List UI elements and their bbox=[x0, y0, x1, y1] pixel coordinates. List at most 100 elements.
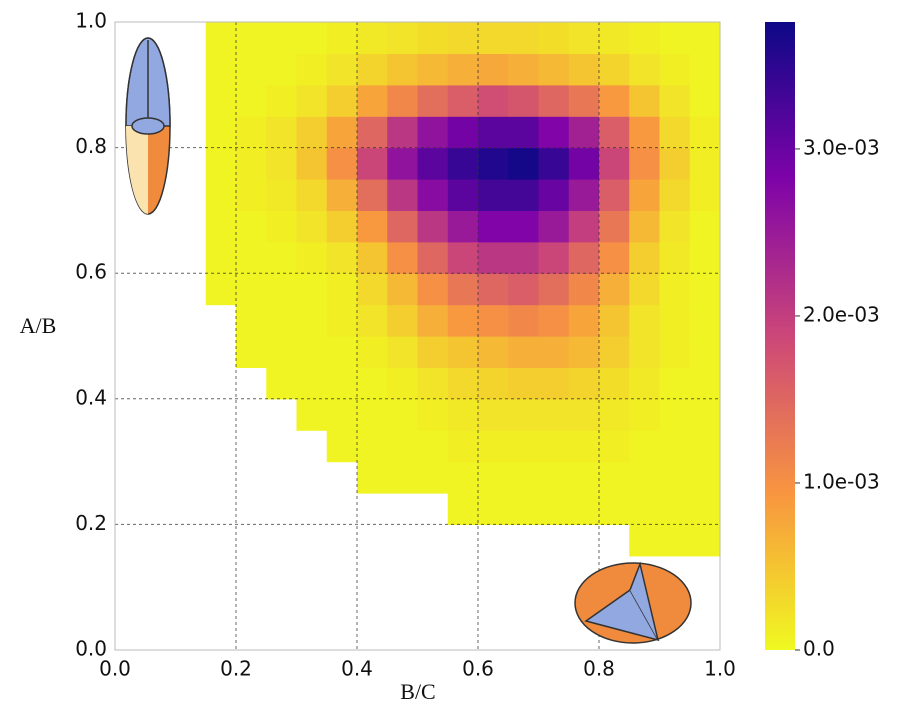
heatmap-cell bbox=[538, 367, 570, 400]
heatmap-cell bbox=[417, 273, 449, 306]
heatmap-cell bbox=[357, 241, 388, 274]
heatmap-cell bbox=[629, 524, 661, 557]
heatmap-cell bbox=[568, 336, 600, 368]
heatmap-cell bbox=[629, 241, 661, 274]
heatmap-cell bbox=[205, 116, 237, 149]
heatmap-cell bbox=[478, 493, 509, 525]
heatmap-cell bbox=[296, 147, 328, 180]
colorbar bbox=[765, 22, 795, 650]
heatmap-cell bbox=[236, 210, 267, 243]
prolate-light bbox=[126, 126, 148, 214]
heatmap-cell bbox=[205, 210, 237, 243]
heatmap-cell bbox=[599, 179, 630, 211]
heatmap-cell bbox=[478, 210, 509, 243]
heatmap-cell bbox=[387, 22, 419, 54]
heatmap-cell bbox=[447, 179, 479, 211]
heatmap-cell bbox=[447, 273, 479, 306]
heatmap-cell bbox=[599, 147, 630, 180]
heatmap-cell bbox=[689, 179, 721, 211]
heatmap-cell bbox=[417, 179, 449, 211]
heatmap-cell bbox=[236, 336, 267, 368]
heatmap-cell bbox=[629, 367, 661, 400]
heatmap-cell bbox=[326, 84, 358, 117]
heatmap-cell bbox=[236, 179, 267, 211]
heatmap-cell bbox=[689, 398, 721, 431]
heatmap-cell bbox=[659, 493, 691, 525]
heatmap-cell bbox=[508, 84, 540, 117]
heatmap-cell bbox=[296, 53, 328, 86]
heatmap-cell bbox=[599, 336, 630, 368]
heatmap-cell bbox=[629, 430, 661, 463]
heatmap-cell bbox=[266, 304, 298, 337]
heatmap-cell bbox=[236, 22, 267, 54]
heatmap-cell bbox=[447, 493, 479, 525]
heatmap-cell bbox=[689, 241, 721, 274]
heatmap-cell bbox=[659, 336, 691, 368]
heatmap-cell bbox=[417, 147, 449, 180]
heatmap-cell bbox=[629, 336, 661, 368]
heatmap-cell bbox=[599, 398, 630, 431]
heatmap-cell bbox=[629, 273, 661, 306]
heatmap-cell bbox=[659, 304, 691, 337]
heatmap-cell bbox=[689, 461, 721, 494]
y-tick-label: 0.4 bbox=[75, 385, 107, 409]
heatmap-cell bbox=[538, 398, 570, 431]
heatmap-cell bbox=[326, 179, 358, 211]
heatmap-cell bbox=[266, 84, 298, 117]
heatmap-cell bbox=[447, 22, 479, 54]
plot-frame bbox=[114, 21, 721, 651]
heatmap-cell bbox=[689, 273, 721, 306]
heatmap-cell bbox=[205, 179, 237, 211]
heatmap-cell bbox=[568, 398, 600, 431]
heatmap-cell bbox=[659, 430, 691, 463]
heatmap-cell bbox=[447, 336, 479, 368]
heatmap-cell bbox=[357, 430, 388, 463]
heatmap-cell bbox=[417, 461, 449, 494]
heatmap-cell bbox=[568, 367, 600, 400]
heatmap-cell bbox=[326, 116, 358, 149]
heatmap-cell bbox=[568, 53, 600, 86]
heatmap-cell bbox=[417, 241, 449, 274]
heatmap-cell bbox=[659, 22, 691, 54]
heatmap-cell bbox=[508, 493, 540, 525]
heatmap-cell bbox=[629, 53, 661, 86]
heatmap-cell bbox=[357, 147, 388, 180]
heatmap-cell bbox=[659, 461, 691, 494]
heatmap-cell bbox=[538, 116, 570, 149]
heatmap-cell bbox=[296, 304, 328, 337]
heatmap-cell bbox=[296, 241, 328, 274]
heatmap-cell bbox=[357, 336, 388, 368]
heatmap-cell bbox=[508, 147, 540, 180]
heatmap-cell bbox=[266, 367, 298, 400]
heatmap-cell bbox=[599, 273, 630, 306]
heatmap-cell bbox=[508, 22, 540, 54]
x-axis-label: B/C bbox=[400, 679, 435, 704]
heatmap-cell bbox=[417, 367, 449, 400]
heatmap-cell bbox=[236, 304, 267, 337]
heatmap-cell bbox=[689, 53, 721, 86]
heatmap-cell bbox=[417, 430, 449, 463]
heatmap-cell bbox=[387, 273, 419, 306]
heatmap-cell bbox=[236, 273, 267, 306]
heatmap-cell bbox=[689, 336, 721, 368]
heatmap-cell bbox=[447, 461, 479, 494]
heatmap-cell bbox=[326, 304, 358, 337]
heatmap-cell bbox=[599, 84, 630, 117]
heatmap-cell bbox=[508, 430, 540, 463]
heatmap bbox=[205, 22, 721, 557]
heatmap-cell bbox=[538, 493, 570, 525]
heatmap-cell bbox=[447, 304, 479, 337]
y-tick-label: 0.2 bbox=[75, 511, 107, 535]
heatmap-cell bbox=[357, 53, 388, 86]
heatmap-cell bbox=[538, 461, 570, 494]
heatmap-cell bbox=[599, 430, 630, 463]
heatmap-cell bbox=[478, 179, 509, 211]
heatmap-cell bbox=[599, 210, 630, 243]
heatmap-cell bbox=[478, 147, 509, 180]
y-axis-label: A/B bbox=[20, 313, 57, 338]
prolate-cut bbox=[131, 117, 165, 135]
heatmap-cell bbox=[205, 241, 237, 274]
heatmap-cell bbox=[387, 179, 419, 211]
heatmap-cell bbox=[296, 179, 328, 211]
